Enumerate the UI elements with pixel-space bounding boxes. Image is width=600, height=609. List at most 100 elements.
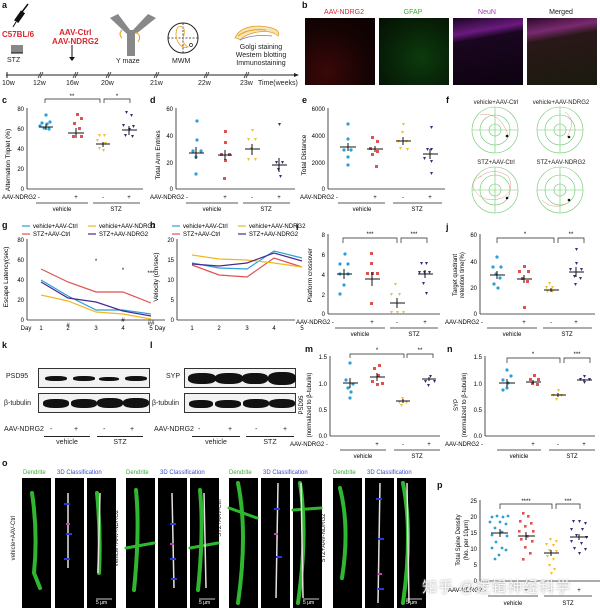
svg-text:80: 80 xyxy=(17,107,24,113)
o-header-3d-1: 3D Classification xyxy=(57,470,102,476)
svg-text:+: + xyxy=(74,195,78,201)
svg-text:vehicle: vehicle xyxy=(503,332,522,338)
svg-text:3: 3 xyxy=(245,326,249,332)
svg-text:STZ: STZ xyxy=(562,601,574,607)
svg-text:40: 40 xyxy=(166,134,173,140)
svg-text:5: 5 xyxy=(300,326,304,332)
o-header-dendrite-2: Dendrite xyxy=(126,470,149,476)
blot-btubulin-l xyxy=(184,393,296,413)
svg-text:6000: 6000 xyxy=(312,107,326,113)
svg-text:5: 5 xyxy=(149,326,153,332)
svg-text:40: 40 xyxy=(17,147,24,153)
swim-label-stz-ndrg2: STZ+AAV-NDRG2 xyxy=(536,160,586,166)
svg-text:0.0: 0.0 xyxy=(474,434,483,440)
svg-text:***: *** xyxy=(573,352,581,358)
l-vehicle-label: vehicle xyxy=(205,439,227,446)
aav-ctrl-label: AAV-Ctrl xyxy=(59,28,92,37)
k-sign-2: + xyxy=(74,426,79,433)
svg-text:vehicle+AAV-NDRG2: vehicle+AAV-NDRG2 xyxy=(99,224,156,230)
svg-text:-: - xyxy=(102,195,104,201)
svg-text:-: - xyxy=(550,320,552,326)
tick-21w: 21w xyxy=(150,80,163,87)
syringe-icon xyxy=(12,3,29,28)
channel-label-ndrg2: AAV-NDRG2 xyxy=(324,9,364,16)
svg-text:+: + xyxy=(223,195,227,201)
svg-text:60: 60 xyxy=(470,233,477,239)
k-sign-4: + xyxy=(130,426,135,433)
watermark: 知乎 @逻辑神经科学 xyxy=(422,579,572,596)
blot-label-btubulin-l: β-tubulin xyxy=(152,400,179,407)
svg-text:2000: 2000 xyxy=(312,161,326,167)
svg-text:20: 20 xyxy=(17,298,24,304)
svg-text:STZ: STZ xyxy=(260,207,272,213)
svg-text:AAV-NDRG2 -: AAV-NDRG2 - xyxy=(445,442,483,448)
stz-label: STZ xyxy=(7,57,21,64)
svg-text:4000: 4000 xyxy=(312,134,326,140)
l-sign-2: + xyxy=(228,426,233,433)
svg-text:+: + xyxy=(427,442,431,448)
blot-label-psd95: PSD95 xyxy=(6,373,29,380)
svg-text:retention time(%): retention time(%) xyxy=(460,252,466,298)
svg-text:*: * xyxy=(122,268,125,274)
svg-text:Target quadrant: Target quadrant xyxy=(453,254,459,296)
o-img-stz-ctrl-merge xyxy=(293,478,322,608)
mwm-label: MWM xyxy=(172,58,191,65)
svg-text:1.5: 1.5 xyxy=(319,355,328,361)
channel-label-gfap: GFAP xyxy=(403,9,423,16)
svg-text:vehicle: vehicle xyxy=(354,454,373,460)
o-header-dendrite-4: Dendrite xyxy=(333,470,356,476)
tick-16w: 16w xyxy=(66,80,79,87)
svg-text:*: * xyxy=(524,232,527,238)
svg-text:vehicle+AAV-Ctrl: vehicle+AAV-Ctrl xyxy=(33,224,78,230)
svg-text:0: 0 xyxy=(474,312,478,318)
panel-letter-f: f xyxy=(446,95,449,105)
panel-letter-g: g xyxy=(2,220,8,230)
l-stz-line xyxy=(246,436,294,437)
svg-text:(normalized to β-tubulin): (normalized to β-tubulin) xyxy=(462,373,468,438)
svg-text:-: - xyxy=(557,442,559,448)
svg-text:STZ: STZ xyxy=(110,207,122,213)
chart-p: Total Spine Density (No. per 10μm) 25 20 1… xyxy=(448,499,600,607)
svg-text:****: **** xyxy=(521,499,531,505)
svg-text:1.5: 1.5 xyxy=(474,355,483,361)
svg-text:vehicle: vehicle xyxy=(203,207,222,213)
scale-bar-4: 5 μm xyxy=(406,600,418,606)
svg-text:Day: Day xyxy=(155,326,166,332)
svg-text:STZ: STZ xyxy=(408,332,420,338)
blot-syp xyxy=(184,368,296,388)
svg-text:1.0: 1.0 xyxy=(474,382,483,388)
k-vehicle-line xyxy=(44,436,90,437)
y-maze-icon xyxy=(110,14,156,56)
svg-text:8: 8 xyxy=(322,233,326,239)
endpoints-list: Golgi staining Western blotting Immunost… xyxy=(226,44,296,68)
panel-letter-d: d xyxy=(150,95,156,105)
chart-i: Platform crossover 8 6 4 2 0 *** *** AAV-NDRG… xyxy=(296,232,440,338)
svg-text:AAV-NDRG2 -: AAV-NDRG2 - xyxy=(150,195,188,201)
svg-text:0: 0 xyxy=(322,312,326,318)
svg-text:*: * xyxy=(532,352,535,358)
panel-letter-j: j xyxy=(446,222,449,232)
svg-text:vehicle+AAV-Ctrl: vehicle+AAV-Ctrl xyxy=(183,224,228,230)
svg-text:+: + xyxy=(277,195,281,201)
svg-text:20: 20 xyxy=(166,161,173,167)
panel-letter-p: p xyxy=(437,480,443,490)
o-img-veh-ctrl-3d xyxy=(55,478,84,608)
hippocampus-icon xyxy=(234,25,279,41)
svg-text:20: 20 xyxy=(167,238,174,244)
chart-d: Total Arm Entries 60 40 20 0 AAV-NDRG2 - + -… xyxy=(150,107,295,213)
channel-label-merged: Merged xyxy=(549,9,573,16)
svg-text:60: 60 xyxy=(166,107,173,113)
svg-text:80: 80 xyxy=(17,238,24,244)
k-vehicle-label: vehicle xyxy=(56,439,78,446)
svg-text:0: 0 xyxy=(171,318,175,324)
blot-label-syp: SYP xyxy=(166,373,181,380)
chart-n: SYP (normalized to β-tubulin) 1.5 1.0 0.5 0… xyxy=(445,352,595,460)
svg-text:Total Arm Entries: Total Arm Entries xyxy=(155,130,162,180)
svg-text:STZ: STZ xyxy=(561,332,573,338)
svg-text:(normalized to β-tubulin): (normalized to β-tubulin) xyxy=(307,373,313,438)
svg-text:vehicle: vehicle xyxy=(510,454,529,460)
panel-letter-k: k xyxy=(2,340,8,350)
svg-text:15: 15 xyxy=(167,258,174,264)
svg-text:0: 0 xyxy=(21,187,25,193)
svg-text:Platform crossover: Platform crossover xyxy=(307,247,314,302)
